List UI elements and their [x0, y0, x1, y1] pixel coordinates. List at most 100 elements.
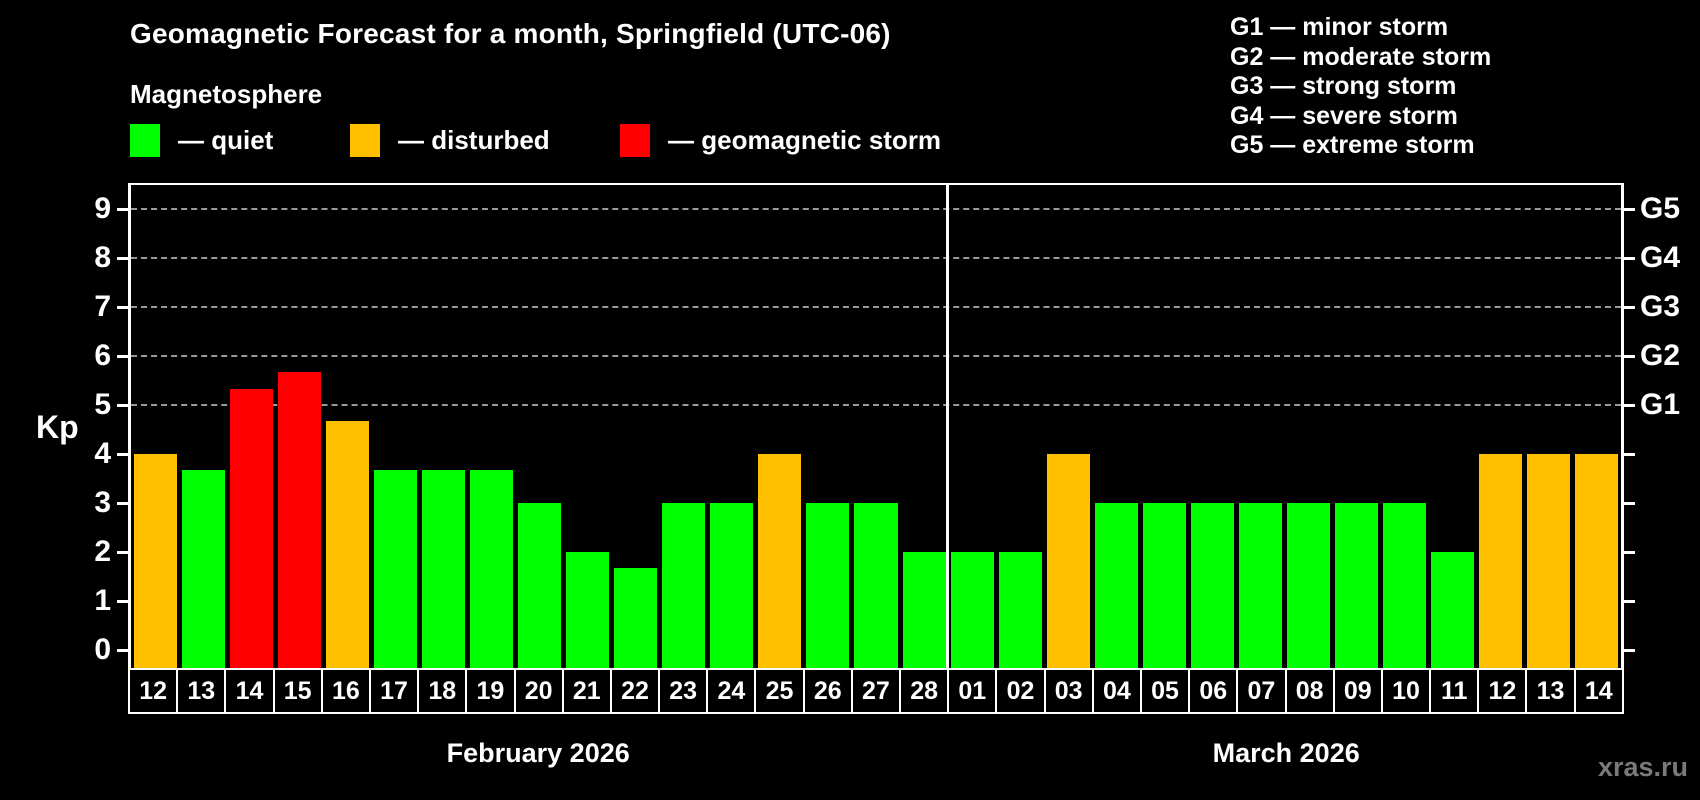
- bar-slot: [1477, 185, 1525, 668]
- y-tick-right: [1624, 600, 1635, 603]
- bar-slot: [852, 185, 900, 668]
- y-tick-left: [117, 306, 128, 309]
- bar-slot: [1573, 185, 1621, 668]
- bar-slot: [1236, 185, 1284, 668]
- kp-bar-quiet: [902, 552, 946, 668]
- day-label: 16: [320, 668, 371, 714]
- bar-slot: [900, 185, 948, 668]
- y-tick-left: [117, 453, 128, 456]
- y-axis-tick-label: 1: [94, 584, 111, 617]
- y-tick-right: [1624, 257, 1635, 260]
- y-axis-tick-label: 0: [94, 633, 111, 666]
- y-tick-right: [1624, 551, 1635, 554]
- bar-slot: [996, 185, 1044, 668]
- bar-slot: [708, 185, 756, 668]
- plot-area: [128, 183, 1624, 668]
- bar-slot: [516, 185, 564, 668]
- y-tick-left: [117, 600, 128, 603]
- kp-bar-disturbed: [1575, 454, 1619, 668]
- day-label: 13: [1525, 668, 1576, 714]
- storm-scale-legend: G1 — minor storm G2 — moderate storm G3 …: [1230, 13, 1491, 161]
- y-axis-tick-label: 9: [94, 192, 111, 225]
- gridline-g2: [131, 355, 1621, 357]
- g4-legend-line: G4 — severe storm: [1230, 101, 1458, 130]
- kp-bar-quiet: [421, 470, 465, 668]
- day-label: 09: [1332, 668, 1383, 714]
- kp-bar-quiet: [614, 568, 658, 668]
- bar-slot: [131, 185, 179, 668]
- gridline-g1: [131, 404, 1621, 406]
- day-label: 26: [802, 668, 853, 714]
- g2-legend-line: G2 — moderate storm: [1230, 42, 1492, 71]
- kp-bar-disturbed: [1527, 454, 1571, 668]
- y-tick-left: [117, 208, 128, 211]
- bar-slot: [1044, 185, 1092, 668]
- storm-swatch-icon: [620, 124, 650, 157]
- day-label: 15: [272, 668, 323, 714]
- kp-bar-quiet: [1287, 503, 1331, 668]
- y-axis-tick-label: 3: [94, 486, 111, 519]
- g-level-label: G4: [1640, 241, 1681, 274]
- bar-slot: [275, 185, 323, 668]
- kp-bar-quiet: [998, 552, 1042, 668]
- kp-bar-quiet: [518, 503, 562, 668]
- day-label: 23: [658, 668, 709, 714]
- day-label: 19: [465, 668, 516, 714]
- y-tick-right: [1624, 404, 1635, 407]
- y-tick-left: [117, 355, 128, 358]
- day-label: 21: [561, 668, 612, 714]
- y-tick-left: [117, 404, 128, 407]
- kp-bar-disturbed: [325, 421, 369, 668]
- bar-slot: [467, 185, 515, 668]
- y-tick-right: [1624, 502, 1635, 505]
- g-level-label: G5: [1640, 192, 1681, 225]
- y-axis-tick-label: 5: [94, 388, 111, 421]
- kp-bar-quiet: [373, 470, 417, 668]
- legend-item-storm: — geomagnetic storm: [620, 124, 941, 157]
- day-label: 08: [1284, 668, 1335, 714]
- bar-slot: [323, 185, 371, 668]
- kp-bar-storm: [277, 372, 321, 668]
- y-tick-left: [117, 257, 128, 260]
- month-label-march: March 2026: [1212, 738, 1360, 768]
- legend-item-disturbed: — disturbed: [350, 124, 550, 157]
- kp-bar-quiet: [1335, 503, 1379, 668]
- g-level-label: G1: [1640, 388, 1681, 421]
- y-axis-tick-label: 2: [94, 535, 111, 568]
- g5-legend-line: G5 — extreme storm: [1230, 131, 1475, 159]
- bar-slot: [1525, 185, 1573, 668]
- y-tick-left: [117, 551, 128, 554]
- day-label: 04: [1091, 668, 1142, 714]
- day-label: 02: [995, 668, 1046, 714]
- bar-slot: [1333, 185, 1381, 668]
- day-label: 14: [1573, 668, 1624, 714]
- y-tick-right: [1624, 306, 1635, 309]
- kp-bar-quiet: [1142, 503, 1186, 668]
- month-divider-line: [946, 185, 950, 668]
- day-label: 10: [1380, 668, 1432, 714]
- day-label: 12: [1477, 668, 1528, 714]
- disturbed-swatch-icon: [350, 124, 380, 157]
- y-tick-left: [117, 502, 128, 505]
- bar-slot: [1092, 185, 1140, 668]
- bar-slot: [1140, 185, 1188, 668]
- bar-slot: [564, 185, 612, 668]
- day-label: 03: [1043, 668, 1094, 714]
- page-title: Geomagnetic Forecast for a month, Spring…: [130, 18, 891, 49]
- kp-bar-quiet: [1190, 503, 1234, 668]
- y-axis-title: Kp: [36, 409, 79, 445]
- bar-slot: [1381, 185, 1429, 668]
- day-label: 27: [850, 668, 901, 714]
- kp-bar-quiet: [469, 470, 513, 668]
- kp-bar-quiet: [1431, 552, 1475, 668]
- bar-slot: [1188, 185, 1236, 668]
- kp-bar-quiet: [1238, 503, 1282, 668]
- y-axis-tick-label: 4: [94, 437, 111, 470]
- kp-bar-quiet: [710, 503, 754, 668]
- day-label: 25: [754, 668, 805, 714]
- kp-bar-quiet: [1383, 503, 1427, 668]
- gridline-g4: [131, 257, 1621, 259]
- bar-slot: [1429, 185, 1477, 668]
- legend-disturbed-label: — disturbed: [398, 125, 550, 155]
